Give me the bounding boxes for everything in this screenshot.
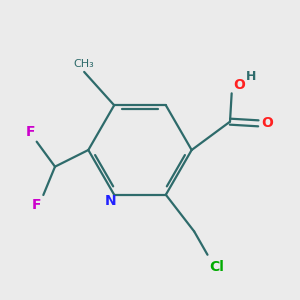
Text: F: F [32,198,42,212]
Text: O: O [234,78,245,92]
Text: F: F [26,125,35,139]
Text: Cl: Cl [209,260,224,274]
Text: O: O [261,116,273,130]
Text: H: H [246,70,256,83]
Text: CH₃: CH₃ [74,58,94,69]
Text: N: N [104,194,116,208]
